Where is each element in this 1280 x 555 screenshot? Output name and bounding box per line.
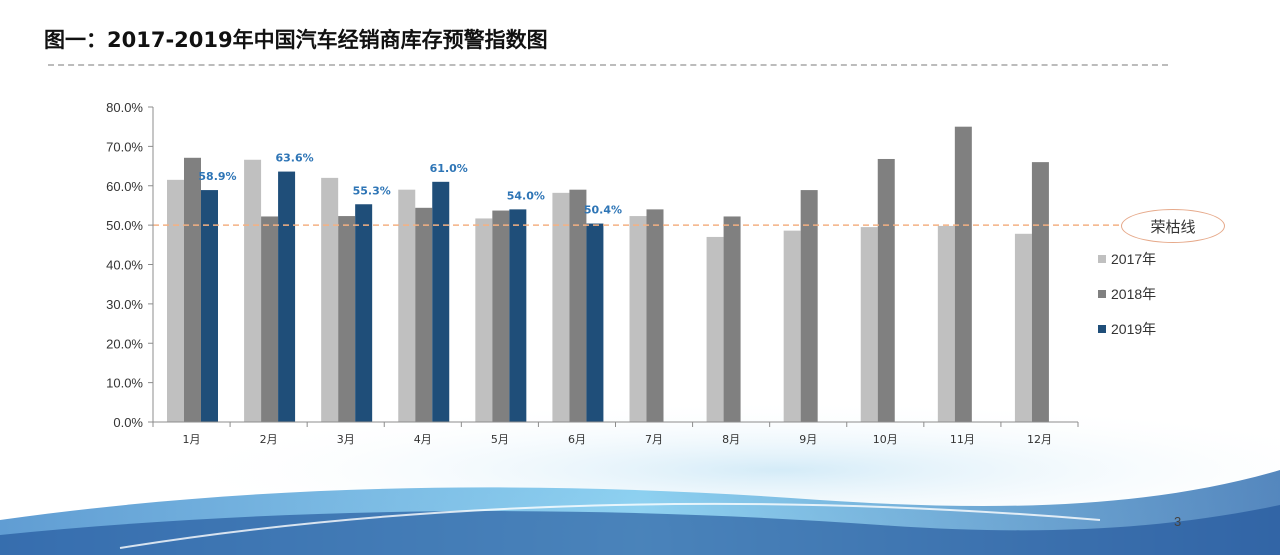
legend-label-2017: 2017年 [1111, 251, 1157, 267]
x-tick-label: 5月 [491, 433, 509, 446]
bar-2017 [629, 216, 647, 422]
x-tick-label: 11月 [950, 433, 975, 446]
y-tick-label: 70.0% [106, 139, 143, 154]
axes: 0.0% 10.0% 20.0% 30.0% 40.0% 50.0% 60.0% 70.0% 8… [106, 100, 1079, 446]
y-tick-label: 60.0% [106, 179, 143, 194]
x-tick-label: 12月 [1027, 433, 1052, 446]
data-label: 55.3% [353, 184, 391, 197]
y-tick-label: 30.0% [106, 297, 143, 312]
x-tick-label: 7月 [645, 433, 663, 446]
y-tick-label: 80.0% [106, 100, 143, 115]
y-tick-label: 10.0% [106, 376, 143, 391]
data-labels: 58.9% 63.6% 55.3% 61.0% 54.0% 50.4% [198, 152, 622, 217]
background-wave [0, 400, 1280, 555]
legend-item-2017: 2017年 [1098, 250, 1156, 268]
bar-2017 [937, 225, 955, 422]
bar-2018 [800, 190, 818, 422]
bar-2018 [338, 216, 356, 422]
x-tick-label: 2月 [260, 433, 278, 446]
bar-2017 [167, 179, 184, 422]
reference-line-annotation: 荣枯线 [1121, 209, 1225, 243]
x-tick-label: 8月 [722, 433, 740, 446]
bar-2019 [509, 209, 527, 422]
bar-2018 [646, 209, 664, 422]
bar-2018 [954, 126, 972, 422]
x-tick-label: 9月 [799, 433, 817, 446]
legend-swatch-2019 [1098, 325, 1106, 333]
bar-2018 [184, 157, 201, 422]
y-tick-label: 20.0% [106, 336, 143, 351]
bar-2017 [244, 159, 262, 422]
bar-2017 [398, 189, 416, 422]
bar-2017 [1014, 233, 1032, 422]
x-tick-label: 3月 [337, 433, 355, 446]
bar-2018 [261, 216, 279, 422]
x-tick-label: 10月 [873, 433, 898, 446]
bar-2018 [723, 216, 741, 422]
bar-2018 [569, 189, 587, 422]
x-tick-label: 1月 [183, 433, 201, 446]
bar-2019 [278, 171, 296, 422]
legend-label-2019: 2019年 [1111, 321, 1157, 337]
x-tick-label: 6月 [568, 433, 586, 446]
data-label: 61.0% [430, 162, 468, 175]
y-tick-label: 40.0% [106, 258, 143, 273]
bar-2019 [201, 190, 218, 422]
page-title: 图一：2017-2019年中国汽车经销商库存预警指数图 [44, 28, 548, 52]
bar-2019 [586, 223, 604, 422]
legend-label-2018: 2018年 [1111, 286, 1157, 302]
bars [167, 126, 1049, 422]
bar-2019 [355, 204, 373, 422]
bar-2017 [783, 230, 801, 422]
x-tick-label: 4月 [414, 433, 432, 446]
bar-2017 [706, 236, 724, 422]
y-tick-label: 50.0% [106, 218, 143, 233]
data-label: 58.9% [198, 170, 236, 183]
title-divider [48, 64, 1168, 66]
bar-2018 [492, 210, 510, 422]
data-label: 54.0% [507, 189, 545, 202]
legend-item-2018: 2018年 [1098, 285, 1156, 303]
legend-item-2019: 2019年 [1098, 320, 1156, 338]
legend: 2017年 2018年 2019年 [1098, 250, 1156, 355]
bar-2019 [432, 181, 450, 422]
legend-swatch-2018 [1098, 290, 1106, 298]
bar-2018 [1031, 162, 1049, 422]
bar-2017 [321, 177, 339, 422]
y-tick-label: 0.0% [113, 415, 143, 430]
bar-2017 [860, 227, 878, 422]
data-label: 50.4% [584, 204, 622, 217]
page-number: 3 [1174, 514, 1182, 529]
bar-2017 [552, 192, 570, 422]
data-label: 63.6% [275, 152, 313, 165]
bar-2018 [415, 207, 433, 422]
bar-2018 [877, 158, 895, 422]
bar-2017 [475, 218, 493, 422]
legend-swatch-2017 [1098, 255, 1106, 263]
